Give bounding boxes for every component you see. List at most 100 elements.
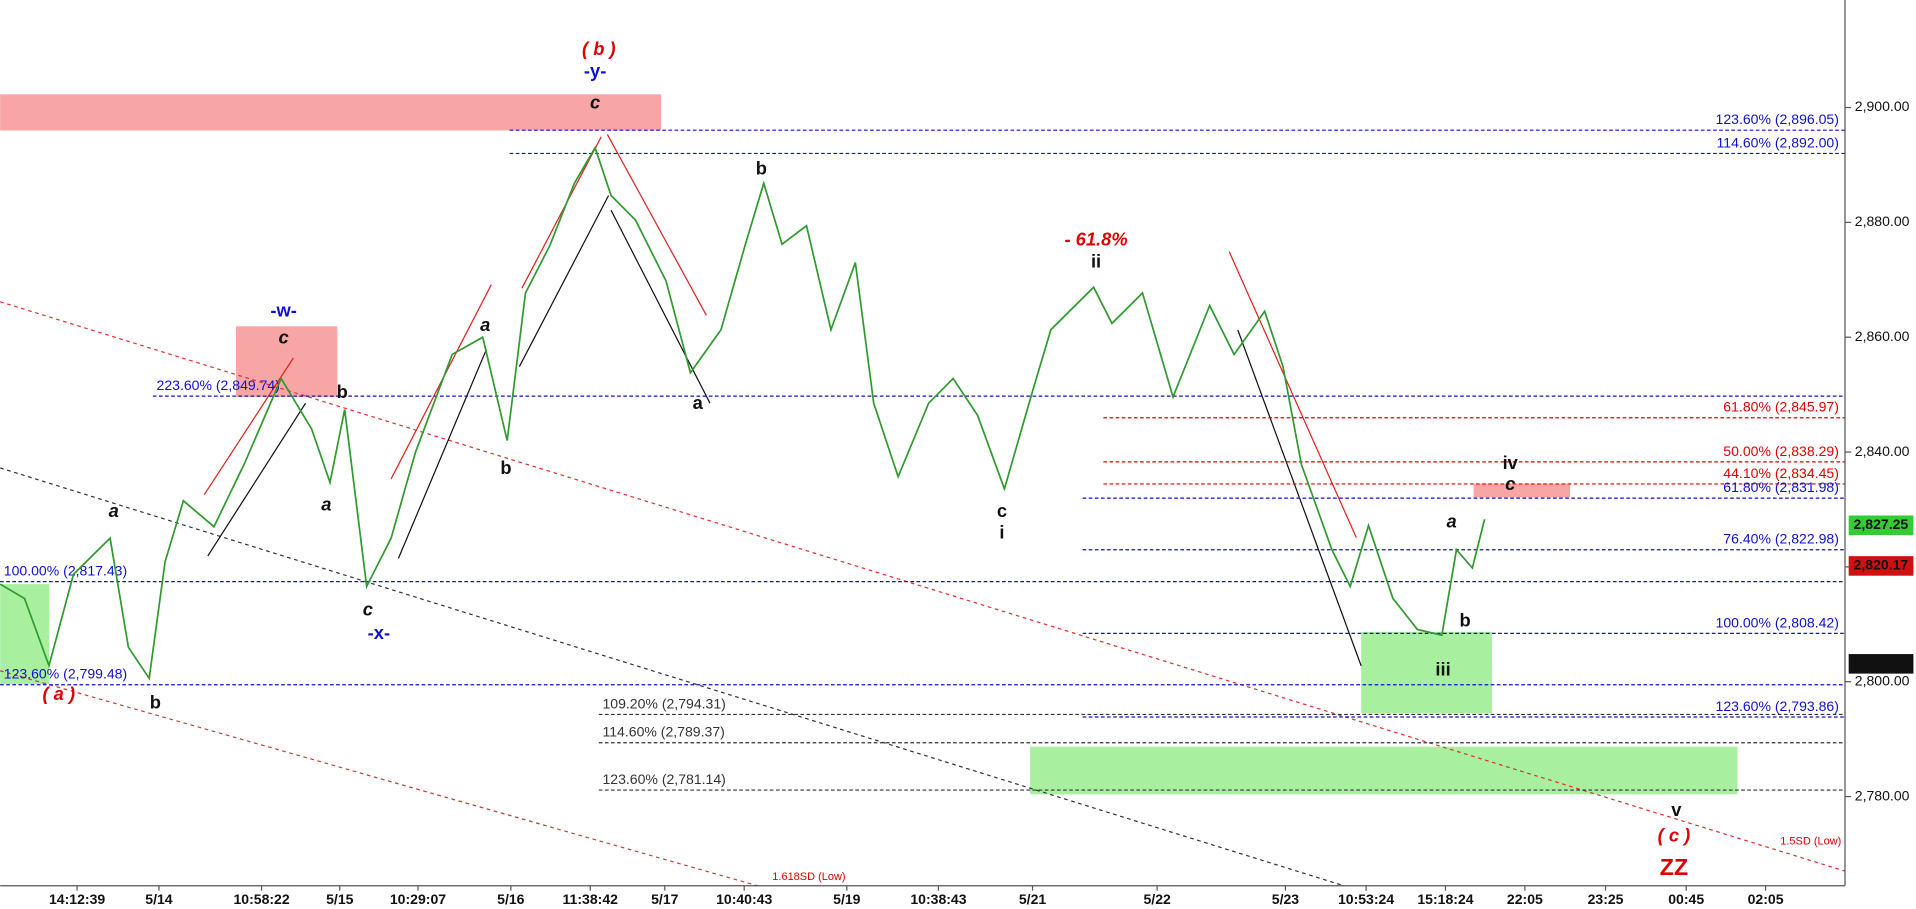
y-tick-label: 2,900.00 [1855,98,1910,114]
x-tick-label: 5/16 [497,891,525,907]
fib-label: 123.60% (2,896.05) [1716,111,1839,127]
x-tick-label: 5/15 [326,891,354,907]
x-tick-label: 10:53:24 [1338,891,1394,907]
zone [235,326,338,397]
wave-label: a [321,494,331,515]
wave-label: b [500,457,511,478]
price-marker-label: 2,827.25 [1854,516,1909,532]
zones [0,94,1738,795]
channel-lines [0,134,1846,887]
x-tick-label: 10:58:22 [233,891,289,907]
wave-label: ZZ [1660,854,1688,880]
fib-label: 123.60% (2,799.48) [4,666,127,682]
x-tick-label: 5/19 [833,891,861,907]
zone [1473,483,1571,498]
y-tick-label: 2,860.00 [1855,328,1910,344]
channel-line [0,467,1345,887]
x-tick-label: 22:05 [1507,891,1543,907]
wave-line [606,134,707,316]
wave-label: - 61.8% [1064,229,1127,250]
wave-label: b [337,381,348,402]
axes: 2,780.002,800.002,820.002,840.002,860.00… [49,98,1914,907]
x-tick-label: 00:45 [1668,891,1704,907]
wave-label: b [756,158,767,179]
wave-label: ( c ) [1658,825,1691,846]
wave-label: ( a ) [42,683,75,704]
wave-label: c [590,92,600,113]
channel-line [0,301,1846,872]
wave-label: -w- [270,299,296,320]
wave-label: a [693,392,704,413]
wave-label: -x- [368,622,390,643]
zone [0,94,662,131]
fib-label: 61.80% (2,831.98) [1723,479,1839,495]
wave-label: a [1447,511,1457,532]
y-tick-label: 2,880.00 [1855,213,1910,229]
fib-label: 123.60% (2,781.14) [602,771,725,787]
wave-line [518,195,610,367]
wave-label: 1.5SD (Low) [1780,836,1841,848]
fib-label: 114.60% (2,892.00) [1717,134,1839,150]
wave-label: i [999,522,1004,543]
wave-label: b [150,692,161,713]
fib-label: 61.80% (2,845.97) [1723,399,1839,415]
wave-label: -y- [584,60,606,81]
price-series [0,145,1486,681]
wave-label: c [1505,473,1515,494]
wave-label: c [363,599,373,620]
wave-label: b [1459,610,1470,631]
price-marker-label: 2,803.12 [1854,655,1909,671]
wave-line [1228,251,1357,538]
wave-label: v [1671,799,1682,820]
x-tick-label: 5/17 [651,891,679,907]
zone [1030,746,1738,795]
x-tick-label: 11:38:42 [563,891,619,907]
fib-label: 50.00% (2,838.29) [1723,443,1839,459]
x-tick-label: 23:25 [1588,891,1624,907]
y-tick-label: 2,780.00 [1855,787,1910,803]
fib-label: 76.40% (2,822.98) [1723,531,1839,547]
x-tick-label: 10:40:43 [716,891,772,907]
fib-label: 123.60% (2,793.86) [1716,698,1839,714]
wave-label: a [109,500,119,521]
wave-label: ( b ) [582,38,616,59]
fib-label: 100.00% (2,817.43) [4,563,127,579]
fib-label: 114.60% (2,789.37) [602,724,724,740]
x-tick-label: 02:05 [1748,891,1784,907]
price-marker [1848,654,1914,674]
fib-label: 223.60% (2,849.74) [157,377,280,393]
wave-label: a [480,314,490,335]
y-tick-label: 2,840.00 [1855,443,1910,459]
x-tick-label: 10:38:43 [910,891,966,907]
x-tick-label: 10:29:07 [390,891,446,907]
x-tick-label: 5/14 [145,891,173,907]
y-tick-label: 2,800.00 [1855,672,1910,688]
wave-label: iii [1435,659,1450,680]
price-marker [1848,556,1914,576]
wave-label: ii [1091,251,1101,272]
wave-line [397,349,487,559]
fib-label: 44.10% (2,834.45) [1723,465,1839,481]
wave-line [207,402,307,557]
price-marker-label: 2,820.17 [1854,557,1909,573]
x-tick-label: 14:12:39 [49,891,105,907]
wave-line [203,357,294,496]
wave-line [610,209,711,404]
zone [1361,631,1492,714]
wave-label: c [278,326,288,347]
price-marker [1848,515,1914,536]
wave-label: c [997,500,1007,521]
fib-label: 109.20% (2,794.31) [602,695,725,711]
wave-label: iv [1503,452,1519,473]
x-tick-label: 5/21 [1019,891,1047,907]
fib-label: 100.00% (2,808.42) [1716,614,1839,630]
x-tick-label: 5/23 [1272,891,1300,907]
levels: 123.60% (2,896.05) 114.60% (2,892.00) 223.… [0,111,1846,791]
wave-line [521,136,602,289]
wave-label: 1.618SD (Low) [772,871,845,883]
x-tick-label: 5/22 [1143,891,1171,907]
x-tick-label: 15:18:24 [1417,891,1473,907]
price-line [0,145,1486,681]
